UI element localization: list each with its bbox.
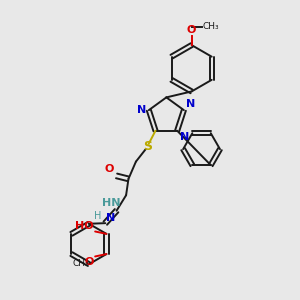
Text: N: N xyxy=(180,132,189,142)
Text: S: S xyxy=(143,140,152,153)
Text: H: H xyxy=(94,211,101,221)
Text: O: O xyxy=(187,25,196,35)
Text: N: N xyxy=(186,99,196,109)
Text: HO: HO xyxy=(75,221,94,231)
Text: CH₃: CH₃ xyxy=(73,259,89,268)
Text: O: O xyxy=(85,257,94,267)
Text: HN: HN xyxy=(102,198,121,208)
Text: N: N xyxy=(137,104,146,115)
Text: N: N xyxy=(106,213,115,223)
Text: O: O xyxy=(104,164,114,173)
Text: CH₃: CH₃ xyxy=(203,22,220,31)
